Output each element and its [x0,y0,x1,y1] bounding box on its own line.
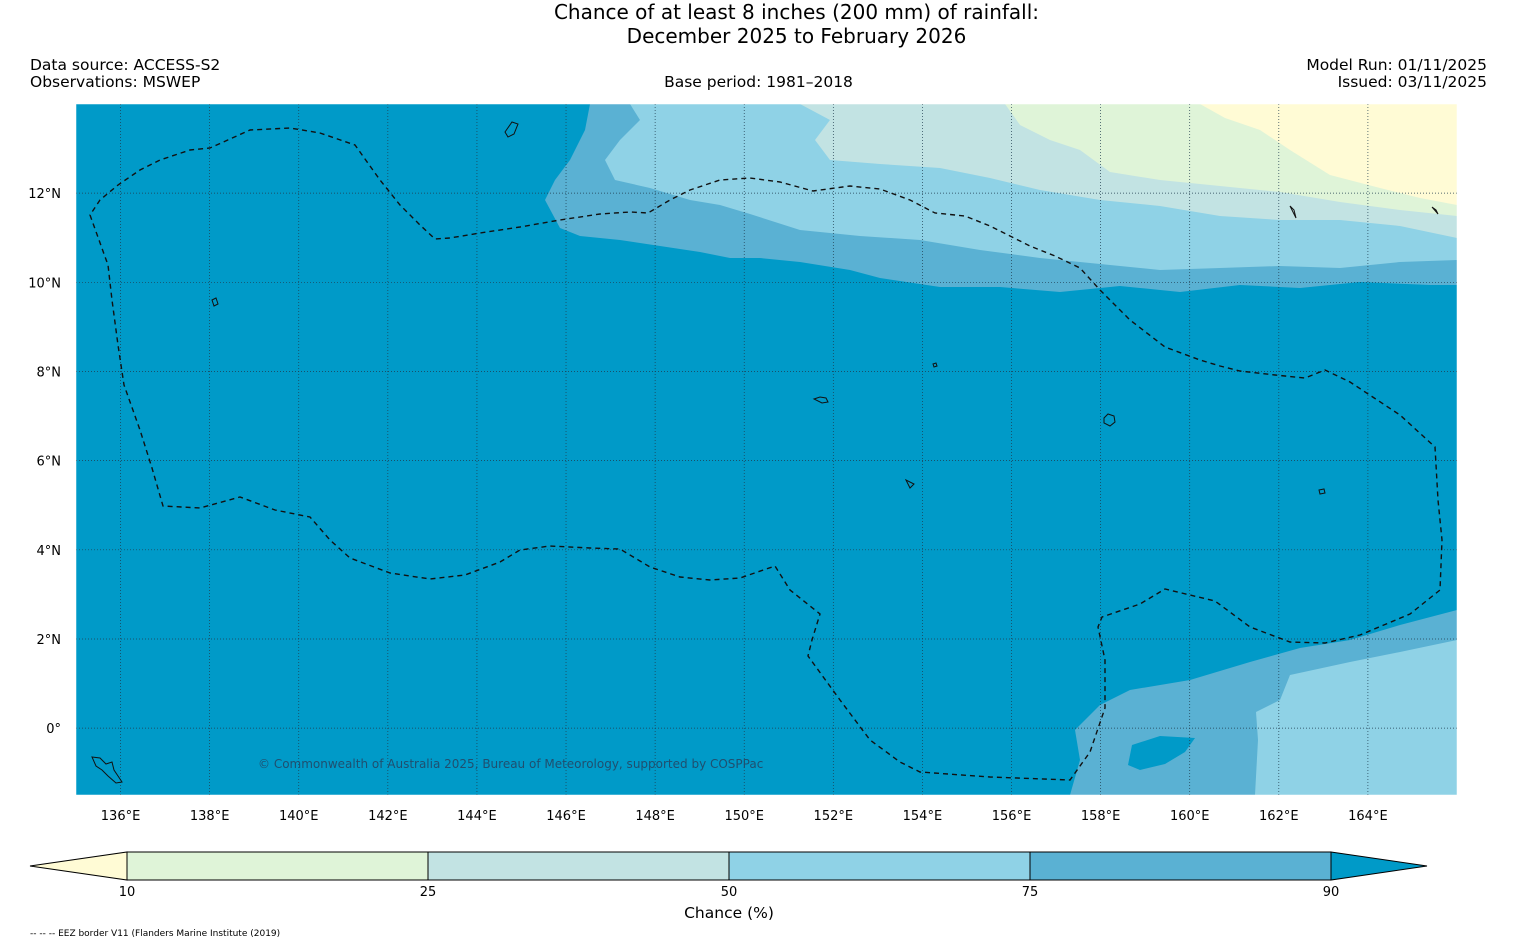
longitude-label: 160°E [1170,809,1210,824]
latitude-label: 8°N [37,365,62,380]
longitude-labels: 136°E 138°E 140°E 142°E 144°E 146°E 148°E 150°E… [101,809,1388,824]
islands [91,121,1439,784]
map-title-line1: Chance of at least 8 inches (200 mm) of … [553,0,1040,24]
longitude-label: 142°E [368,809,408,824]
island [1103,413,1116,427]
eez-footnote: -- -- -- EEZ border V11 (Flanders Marine… [30,929,281,939]
latitude-label: 6°N [37,455,62,470]
colorbar: 10 25 50 75 90 [29,851,1428,900]
island [812,396,829,404]
longitude-label: 146°E [546,809,586,824]
longitude-label: 144°E [457,809,497,824]
latitude-label: 12°N [28,187,61,202]
data-source: Data source: ACCESS-S2 [30,56,221,74]
colorbar-tick-label: 75 [1022,885,1039,900]
colorbar-tick-label: 25 [420,885,437,900]
latitude-labels: 12°N 10°N 8°N 6°N 4°N 2°N 0° [28,187,61,737]
fill-below-10-corner [1200,104,1457,205]
observations: Observations: MSWEP [30,73,201,91]
issued-date: Issued: 03/11/2025 [1337,73,1487,91]
longitude-label: 154°E [903,809,943,824]
longitude-label: 138°E [190,809,230,824]
colorbar-tick-label: 50 [721,885,738,900]
eez-border-fsm [89,127,1443,781]
longitude-label: 152°E [814,809,854,824]
island [91,756,123,784]
longitude-label: 156°E [992,809,1032,824]
longitude-label: 150°E [724,809,764,824]
colorbar-bin [728,851,1031,881]
graticule [76,104,1457,795]
longitude-label: 158°E [1081,809,1121,824]
probability-fill-layer [76,104,1457,795]
island [904,478,915,489]
island [1289,205,1297,219]
colorbar-tick-label: 10 [119,885,136,900]
fill-50-75-southeast [1255,640,1457,795]
eez-borders [89,127,1443,781]
island [504,121,519,138]
longitude-label: 140°E [279,809,319,824]
colorbar-bin [427,851,730,881]
longitude-label: 162°E [1259,809,1299,824]
model-run: Model Run: 01/11/2025 [1306,56,1487,74]
latitude-label: 2°N [37,633,62,648]
latitude-label: 10°N [28,276,61,291]
latitude-label: 4°N [37,544,62,559]
island [1431,206,1439,215]
colorbar-bin [1029,851,1332,881]
longitude-label: 148°E [635,809,675,824]
fill-above-90-patch [1128,736,1195,770]
copyright-credit: © Commonwealth of Australia 2025, Bureau… [258,757,763,771]
island [1318,488,1326,495]
colorbar-extend-high [1330,851,1428,881]
map-frame [75,103,1458,796]
colorbar-extend-low [29,851,128,881]
latitude-label: 0° [46,722,61,737]
longitude-label: 164°E [1348,809,1388,824]
colorbar-title: Chance (%) [684,904,774,922]
island [211,297,219,307]
colorbar-tick-label: 90 [1323,885,1340,900]
colorbar-bin [126,851,429,881]
map-title-line2: December 2025 to February 2026 [626,24,967,48]
base-period: Base period: 1981–2018 [664,73,853,91]
island [932,362,938,368]
longitude-label: 136°E [101,809,141,824]
